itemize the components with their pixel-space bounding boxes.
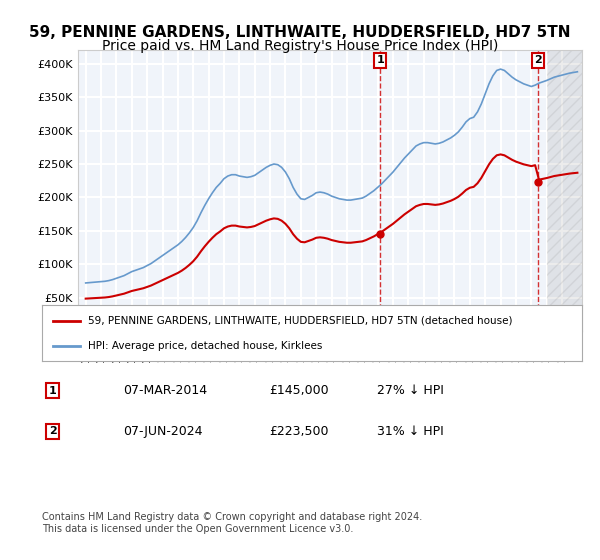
Text: 2: 2 xyxy=(49,427,56,436)
Text: 27% ↓ HPI: 27% ↓ HPI xyxy=(377,384,443,397)
Text: £145,000: £145,000 xyxy=(269,384,328,397)
Text: HPI: Average price, detached house, Kirklees: HPI: Average price, detached house, Kirk… xyxy=(88,340,322,351)
Text: 2: 2 xyxy=(534,55,542,66)
Text: 31% ↓ HPI: 31% ↓ HPI xyxy=(377,425,443,438)
Text: 07-MAR-2014: 07-MAR-2014 xyxy=(123,384,207,397)
Text: 59, PENNINE GARDENS, LINTHWAITE, HUDDERSFIELD, HD7 5TN: 59, PENNINE GARDENS, LINTHWAITE, HUDDERS… xyxy=(29,25,571,40)
Text: Contains HM Land Registry data © Crown copyright and database right 2024.
This d: Contains HM Land Registry data © Crown c… xyxy=(42,512,422,534)
Text: £223,500: £223,500 xyxy=(269,425,328,438)
Text: 1: 1 xyxy=(49,385,56,395)
Text: Price paid vs. HM Land Registry's House Price Index (HPI): Price paid vs. HM Land Registry's House … xyxy=(102,39,498,53)
Text: 07-JUN-2024: 07-JUN-2024 xyxy=(123,425,203,438)
Text: 59, PENNINE GARDENS, LINTHWAITE, HUDDERSFIELD, HD7 5TN (detached house): 59, PENNINE GARDENS, LINTHWAITE, HUDDERS… xyxy=(88,316,512,326)
Bar xyxy=(547,50,582,331)
Text: 1: 1 xyxy=(377,55,384,66)
